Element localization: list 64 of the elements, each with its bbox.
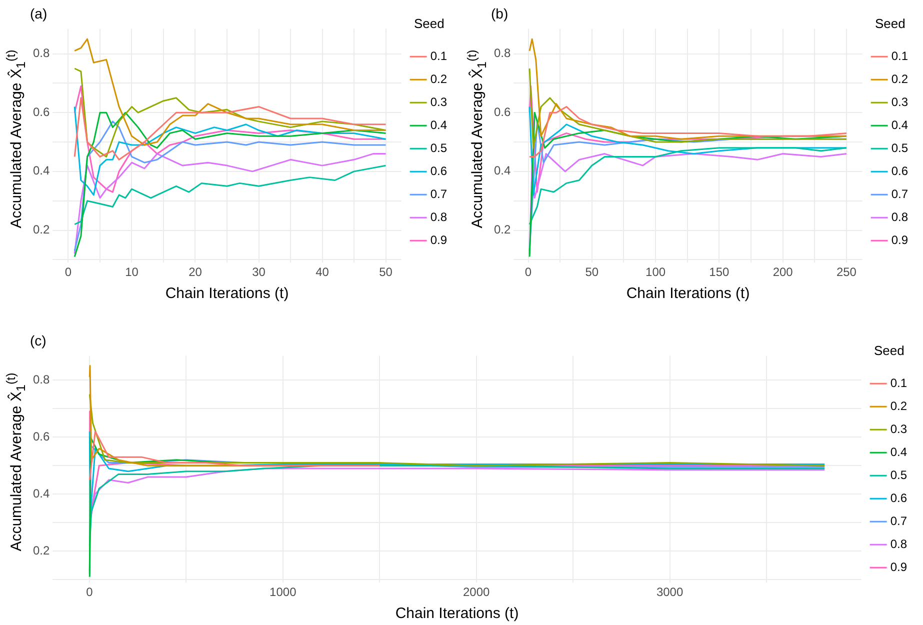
y-tick-label: 0.2 — [32, 544, 50, 558]
legend-label: 0.5 — [890, 468, 908, 482]
x-tick-label: 250 — [836, 265, 857, 280]
legend-label: 0.4 — [430, 118, 448, 132]
y-tick-label: 0.6 — [32, 429, 50, 444]
legend-label: 0.3 — [430, 94, 448, 109]
legend-label: 0.1 — [891, 48, 908, 63]
x-tick-label: 1000 — [270, 585, 297, 600]
y-tick-label: 0.2 — [494, 222, 511, 237]
legend-label: 0.9 — [891, 232, 908, 247]
legend-label: 0.6 — [890, 490, 908, 505]
y-tick-label: 0.4 — [32, 486, 50, 500]
legend-label: 0.8 — [890, 536, 908, 551]
legend-title: Seed — [874, 16, 906, 32]
x-tick-label: 3000 — [656, 585, 684, 600]
legend-label: 0.1 — [430, 48, 448, 63]
legend-title: Seed — [414, 16, 444, 32]
legend-label: 0.4 — [891, 118, 908, 132]
legend-label: 0.1 — [890, 376, 908, 390]
x-tick-label: 40 — [316, 265, 330, 280]
legend-label: 0.6 — [891, 164, 908, 178]
x-tick-label: 150 — [709, 265, 730, 280]
x-axis-title: Chain Iterations (t) — [165, 285, 289, 302]
x-tick-label: 10 — [125, 265, 139, 280]
legend-label: 0.6 — [430, 164, 448, 178]
legend-label: 0.2 — [890, 398, 908, 413]
y-tick-label: 0.2 — [32, 222, 50, 237]
x-tick-label: 0 — [524, 265, 532, 280]
legend-label: 0.4 — [890, 444, 908, 459]
y-tick-label: 0.6 — [32, 104, 50, 119]
legend-label: 0.7 — [430, 186, 448, 201]
x-tick-label: 0 — [64, 265, 72, 280]
x-tick-label: 50 — [585, 265, 599, 280]
chart-title: (b) — [491, 5, 508, 22]
legend-label: 0.7 — [890, 514, 908, 528]
chart-title: (c) — [30, 332, 46, 348]
legend-label: 0.5 — [430, 140, 448, 155]
legend-label: 0.8 — [891, 210, 908, 224]
legend-label: 0.5 — [891, 140, 908, 155]
chart-title: (a) — [30, 5, 48, 22]
legend-label: 0.2 — [430, 72, 448, 86]
x-tick-label: 50 — [379, 265, 393, 280]
legend-label: 0.3 — [890, 422, 908, 436]
y-tick-label: 0.4 — [32, 164, 50, 178]
x-tick-label: 100 — [646, 265, 666, 280]
x-tick-label: 2000 — [462, 585, 490, 600]
x-tick-label: 30 — [252, 265, 266, 280]
x-tick-label: 20 — [188, 265, 202, 280]
y-tick-label: 0.8 — [494, 46, 511, 60]
y-tick-label: 0.8 — [32, 46, 50, 60]
x-tick-label: 200 — [772, 265, 794, 280]
legend-label: 0.7 — [891, 186, 908, 201]
legend-label: 0.9 — [430, 232, 448, 247]
legend-title: Seed — [874, 343, 904, 358]
legend-label: 0.9 — [890, 560, 908, 574]
y-tick-label: 0.6 — [494, 104, 511, 119]
x-axis-title: Chain Iterations (t) — [395, 605, 519, 622]
legend-label: 0.8 — [430, 210, 448, 224]
y-tick-label: 0.4 — [494, 164, 511, 178]
legend-label: 0.2 — [891, 72, 908, 86]
legend-label: 0.3 — [891, 94, 908, 109]
x-tick-label: 0 — [86, 585, 94, 600]
y-tick-label: 0.8 — [32, 372, 50, 386]
x-axis-title: Chain Iterations (t) — [626, 285, 750, 302]
